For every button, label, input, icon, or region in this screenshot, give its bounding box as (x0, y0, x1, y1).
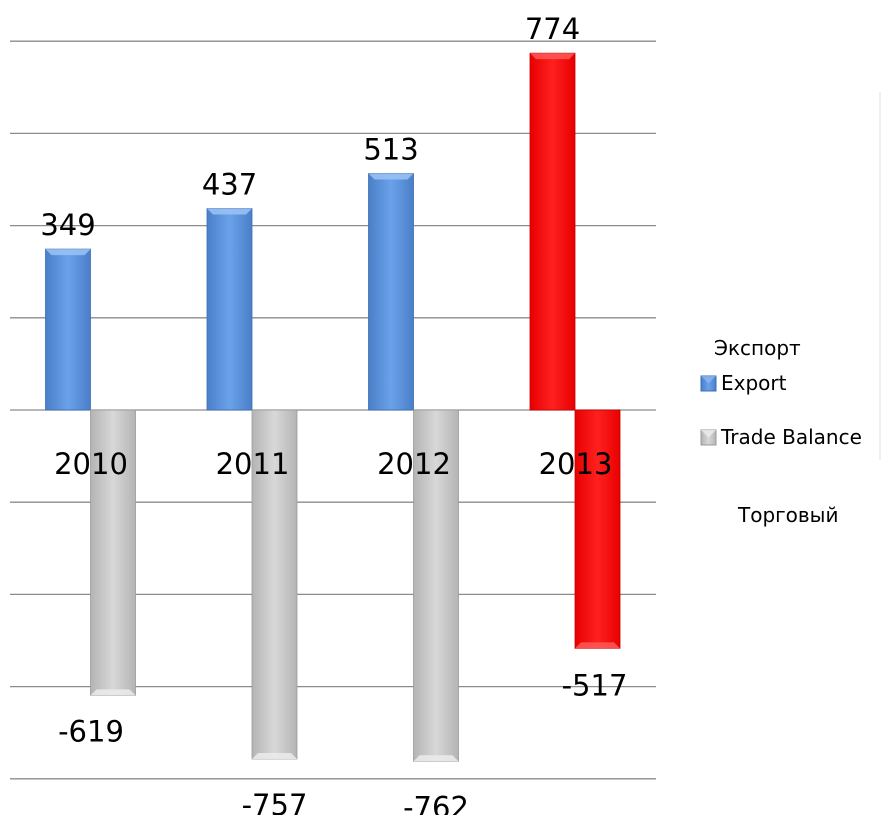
labels: 349 -619 2010 437 -757 2011 513 -762 2012 774 -517… (40, 12, 627, 815)
bars (45, 52, 621, 762)
bar-trade-balance-2013 (574, 409, 621, 649)
bar-trade-balance-2013-bevel (575, 642, 620, 649)
bar-export-2011 (206, 208, 253, 411)
legend-label-trade-balance: Trade Balance (720, 425, 862, 449)
legend-item-trade-balance: Trade Balance (700, 425, 862, 449)
legend-item-export: Export (700, 371, 787, 395)
legend: Экспорт Export Trade Balance Торговый (700, 336, 862, 527)
category-label-2013: 2013 (539, 447, 613, 481)
category-label-2011: 2011 (216, 447, 290, 481)
bar-export-2011-bevel (207, 208, 252, 215)
bar-trade-balance-2011-bevel (252, 752, 297, 759)
annotation-export-ru: Экспорт (714, 336, 801, 360)
legend-label-export: Export (721, 371, 787, 395)
category-label-2012: 2012 (377, 447, 451, 481)
bar-export-2010 (45, 248, 91, 411)
category-label-2010: 2010 (54, 447, 128, 481)
value-label-export-2010: 349 (40, 208, 95, 242)
value-label-export-2012: 513 (363, 133, 418, 167)
bar-trade-balance-2010 (90, 409, 136, 696)
bar-export-2012-bevel (368, 173, 414, 180)
bar-export-2012 (368, 173, 414, 411)
value-label-trade-balance-2011: -757 (242, 788, 308, 815)
value-label-trade-balance-2012: -762 (403, 790, 469, 815)
legend-swatch-export-bevel (701, 376, 716, 384)
bar-trade-balance-2010-bevel (90, 689, 136, 696)
bar-export-2010-bevel (45, 249, 91, 256)
value-label-trade-balance-2013: -517 (562, 668, 628, 702)
bar-trade-balance-2012-bevel (413, 755, 459, 762)
legend-swatch-trade-balance-bevel (701, 430, 716, 438)
value-label-export-2013: 774 (525, 12, 580, 46)
bar-export-2013 (529, 52, 576, 411)
annotation-trade-ru: Торговый (737, 503, 838, 527)
bar-export-2013-bevel (530, 53, 575, 60)
value-label-export-2011: 437 (202, 168, 257, 202)
value-label-trade-balance-2010: -619 (58, 714, 124, 748)
